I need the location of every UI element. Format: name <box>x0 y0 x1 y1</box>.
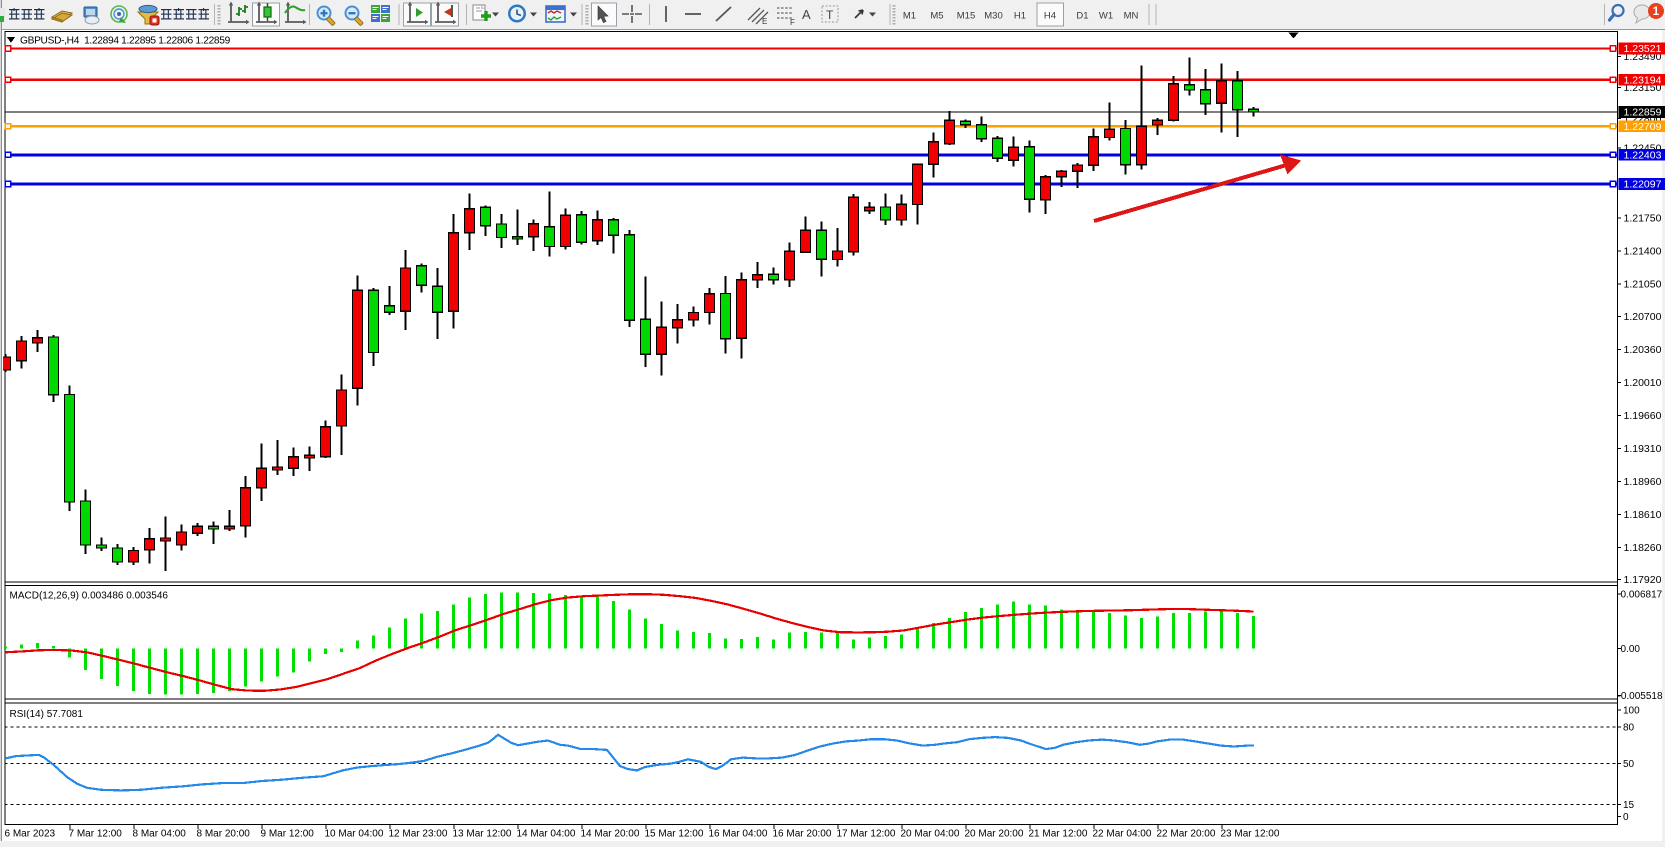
svg-text:13 Mar 12:00: 13 Mar 12:00 <box>453 829 512 840</box>
svg-text:1.19310: 1.19310 <box>1624 443 1662 455</box>
svg-text:M15: M15 <box>957 11 975 22</box>
svg-text:D1: D1 <box>1076 11 1088 22</box>
svg-text:12 Mar 23:00: 12 Mar 23:00 <box>389 829 448 840</box>
svg-text:0: 0 <box>1623 812 1629 823</box>
svg-text:23 Mar 12:00: 23 Mar 12:00 <box>1221 829 1280 840</box>
svg-text:0.006817: 0.006817 <box>1621 590 1663 601</box>
svg-text:7 Mar 12:00: 7 Mar 12:00 <box>69 829 123 840</box>
svg-text:0.00: 0.00 <box>1621 644 1641 655</box>
svg-text:M1: M1 <box>903 11 916 22</box>
svg-text:1.20700: 1.20700 <box>1624 311 1662 323</box>
svg-text:1.22097: 1.22097 <box>1624 179 1662 191</box>
svg-text:GBPUSD-,H4 1.22894 1.22895 1.: GBPUSD-,H4 1.22894 1.22895 1.22806 1.228… <box>20 36 231 47</box>
svg-text:20 Mar 20:00: 20 Mar 20:00 <box>965 829 1024 840</box>
svg-text:W1: W1 <box>1099 11 1113 22</box>
svg-text:15: 15 <box>1623 800 1635 811</box>
svg-text:1.18960: 1.18960 <box>1624 476 1662 488</box>
svg-text:1.18260: 1.18260 <box>1624 542 1662 554</box>
svg-text:22 Mar 04:00: 22 Mar 04:00 <box>1093 829 1152 840</box>
svg-text:8 Mar 20:00: 8 Mar 20:00 <box>197 829 251 840</box>
svg-text:8 Mar 04:00: 8 Mar 04:00 <box>133 829 187 840</box>
svg-text:M5: M5 <box>930 11 943 22</box>
svg-text:1.22403: 1.22403 <box>1624 150 1662 162</box>
svg-text:1.20010: 1.20010 <box>1624 377 1662 389</box>
svg-text:1.19660: 1.19660 <box>1624 410 1662 422</box>
svg-text:M30: M30 <box>984 11 1002 22</box>
svg-text:10 Mar 04:00: 10 Mar 04:00 <box>325 829 384 840</box>
svg-text:21 Mar 12:00: 21 Mar 12:00 <box>1029 829 1088 840</box>
svg-text:14 Mar 20:00: 14 Mar 20:00 <box>581 829 640 840</box>
svg-text:RSI(14) 57.7081: RSI(14) 57.7081 <box>10 709 84 720</box>
svg-text:80: 80 <box>1623 723 1635 734</box>
svg-text:1.18610: 1.18610 <box>1624 509 1662 521</box>
svg-text:1.23521: 1.23521 <box>1624 43 1662 55</box>
svg-text:H1: H1 <box>1014 11 1026 22</box>
svg-text:17 Mar 12:00: 17 Mar 12:00 <box>837 829 896 840</box>
svg-text:A: A <box>802 7 811 22</box>
svg-text:1.21400: 1.21400 <box>1624 246 1662 258</box>
svg-text:1.21050: 1.21050 <box>1624 279 1662 291</box>
svg-text:1.22709: 1.22709 <box>1624 121 1662 133</box>
svg-text:50: 50 <box>1623 759 1635 770</box>
svg-text:9 Mar 12:00: 9 Mar 12:00 <box>261 829 315 840</box>
svg-text:16 Mar 20:00: 16 Mar 20:00 <box>773 829 832 840</box>
svg-text:16 Mar 04:00: 16 Mar 04:00 <box>709 829 768 840</box>
svg-text:H4: H4 <box>1044 11 1056 22</box>
svg-text:14 Mar 04:00: 14 Mar 04:00 <box>517 829 576 840</box>
svg-text:1.21750: 1.21750 <box>1624 213 1662 225</box>
svg-text:MACD(12,26,9) 0.003486 0.00354: MACD(12,26,9) 0.003486 0.003546 <box>10 591 169 602</box>
svg-text:F: F <box>790 18 795 27</box>
svg-text:1.22859: 1.22859 <box>1624 107 1662 119</box>
svg-text:E: E <box>762 17 767 26</box>
svg-text:MN: MN <box>1124 11 1139 22</box>
svg-text:-0.005518: -0.005518 <box>1618 691 1663 702</box>
svg-text:15 Mar 12:00: 15 Mar 12:00 <box>645 829 704 840</box>
svg-text:1: 1 <box>1653 6 1660 18</box>
svg-text:1.20360: 1.20360 <box>1624 344 1662 356</box>
svg-text:20 Mar 04:00: 20 Mar 04:00 <box>901 829 960 840</box>
svg-text:22 Mar 20:00: 22 Mar 20:00 <box>1157 829 1216 840</box>
svg-text:T: T <box>826 8 834 22</box>
svg-text:1.17920: 1.17920 <box>1624 574 1662 586</box>
svg-text:6 Mar 2023: 6 Mar 2023 <box>5 829 56 840</box>
svg-text:100: 100 <box>1623 706 1640 717</box>
svg-text:1.23194: 1.23194 <box>1624 75 1662 87</box>
